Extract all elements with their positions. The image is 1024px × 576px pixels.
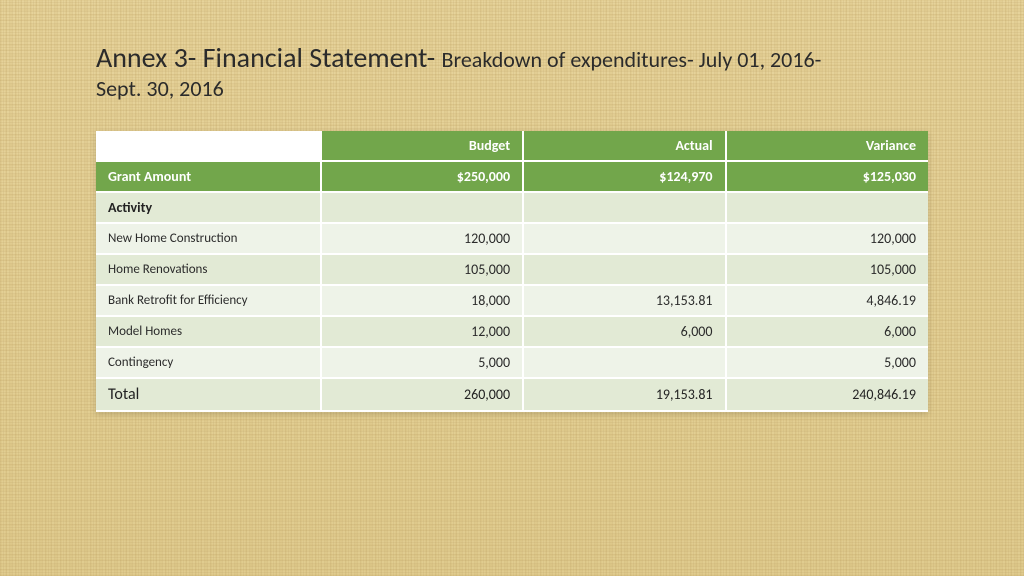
row-actual: 6,000 xyxy=(523,316,725,347)
grant-actual: $124,970 xyxy=(523,161,725,192)
row-actual xyxy=(523,223,725,254)
activity-heading-row: Activity xyxy=(96,192,928,223)
table-row: Home Renovations105,000105,000 xyxy=(96,254,928,285)
activity-label: Activity xyxy=(96,192,321,223)
activity-empty xyxy=(321,192,523,223)
title-block: Annex 3- Financial Statement- Breakdown … xyxy=(96,40,928,103)
row-label: New Home Construction xyxy=(96,223,321,254)
total-row: Total 260,000 19,153.81 240,846.19 xyxy=(96,378,928,411)
table-row: Bank Retrofit for Efficiency18,00013,153… xyxy=(96,285,928,316)
table-header-row: Budget Actual Variance xyxy=(96,131,928,161)
row-label: Bank Retrofit for Efficiency xyxy=(96,285,321,316)
header-corner xyxy=(96,131,321,161)
row-label: Contingency xyxy=(96,347,321,378)
grant-variance: $125,030 xyxy=(726,161,928,192)
title-sub-inline: Breakdown of expenditures- July 01, 2016… xyxy=(441,46,821,73)
grant-label: Grant Amount xyxy=(96,161,321,192)
slide: Annex 3- Financial Statement- Breakdown … xyxy=(0,0,1024,576)
table-row: Model Homes12,0006,0006,000 xyxy=(96,316,928,347)
row-budget: 18,000 xyxy=(321,285,523,316)
row-budget: 105,000 xyxy=(321,254,523,285)
total-label: Total xyxy=(96,378,321,411)
col-budget: Budget xyxy=(321,131,523,161)
total-budget: 260,000 xyxy=(321,378,523,411)
col-variance: Variance xyxy=(726,131,928,161)
row-actual xyxy=(523,254,725,285)
row-budget: 5,000 xyxy=(321,347,523,378)
grant-amount-row: Grant Amount $250,000 $124,970 $125,030 xyxy=(96,161,928,192)
row-actual xyxy=(523,347,725,378)
activity-empty xyxy=(726,192,928,223)
row-budget: 12,000 xyxy=(321,316,523,347)
row-variance: 105,000 xyxy=(726,254,928,285)
row-variance: 5,000 xyxy=(726,347,928,378)
activity-empty xyxy=(523,192,725,223)
grant-budget: $250,000 xyxy=(321,161,523,192)
total-variance: 240,846.19 xyxy=(726,378,928,411)
financial-table: Budget Actual Variance Grant Amount $250… xyxy=(96,131,928,412)
row-actual: 13,153.81 xyxy=(523,285,725,316)
total-actual: 19,153.81 xyxy=(523,378,725,411)
row-variance: 6,000 xyxy=(726,316,928,347)
row-variance: 4,846.19 xyxy=(726,285,928,316)
table-row: Contingency5,0005,000 xyxy=(96,347,928,378)
col-actual: Actual xyxy=(523,131,725,161)
title-main: Annex 3- Financial Statement- xyxy=(96,40,441,75)
row-variance: 120,000 xyxy=(726,223,928,254)
row-budget: 120,000 xyxy=(321,223,523,254)
row-label: Home Renovations xyxy=(96,254,321,285)
row-label: Model Homes xyxy=(96,316,321,347)
table-row: New Home Construction120,000120,000 xyxy=(96,223,928,254)
title-sub-line2: Sept. 30, 2016 xyxy=(96,75,224,102)
